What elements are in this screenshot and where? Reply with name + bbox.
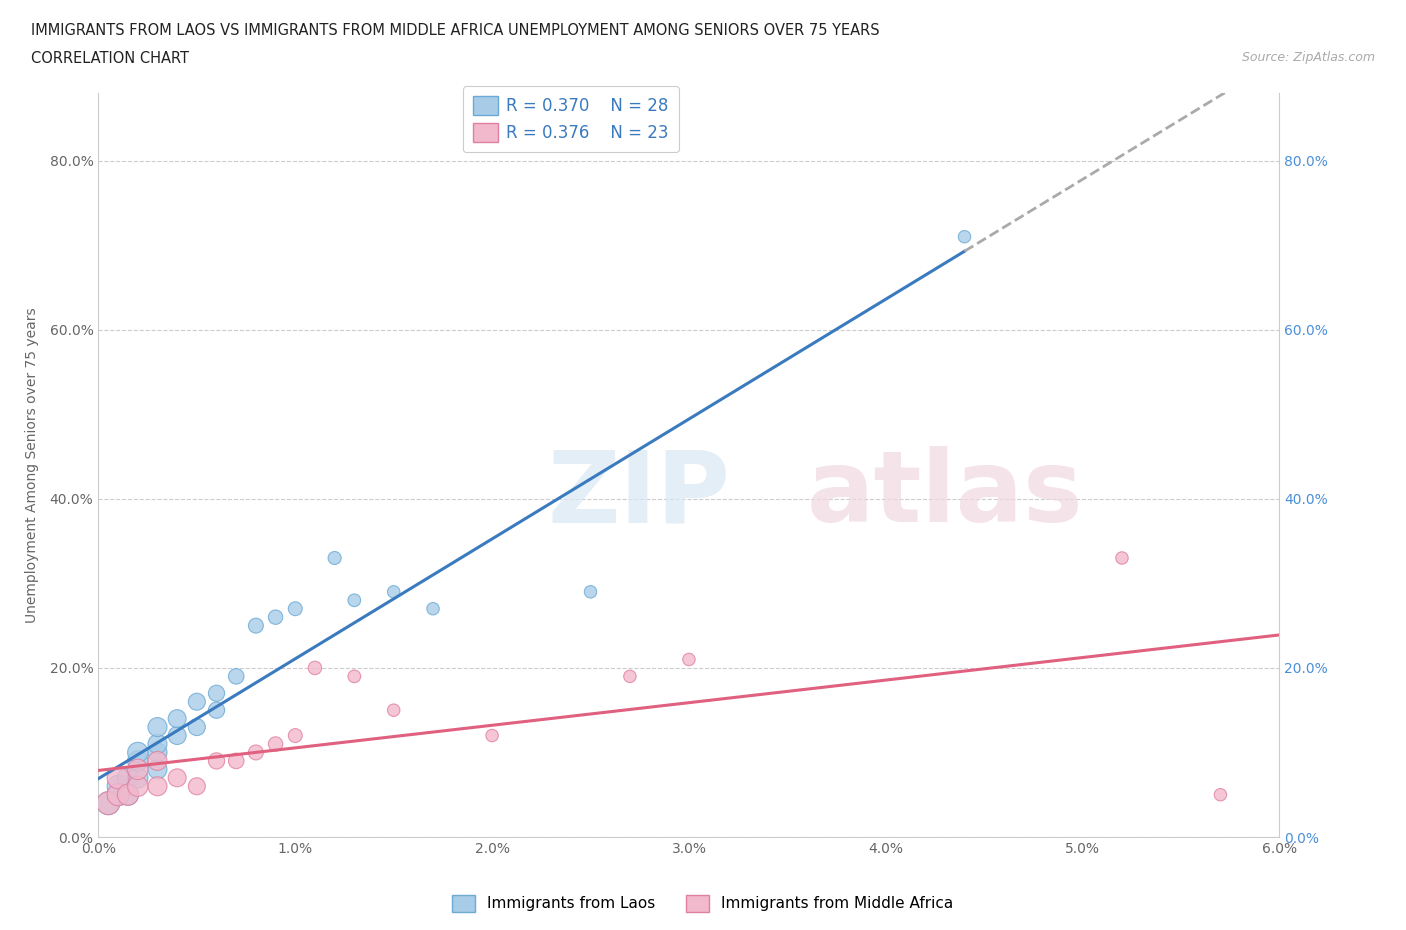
- Point: [146, 778, 169, 793]
- Point: [264, 737, 287, 751]
- Point: [205, 703, 228, 718]
- Point: [245, 745, 267, 760]
- Legend: Immigrants from Laos, Immigrants from Middle Africa: Immigrants from Laos, Immigrants from Mi…: [446, 889, 960, 918]
- Point: [127, 762, 149, 777]
- Point: [107, 770, 129, 785]
- Point: [225, 753, 247, 768]
- Point: [166, 770, 188, 785]
- Text: CORRELATION CHART: CORRELATION CHART: [31, 51, 188, 66]
- Point: [481, 728, 503, 743]
- Point: [117, 770, 139, 785]
- Point: [107, 788, 129, 803]
- Point: [97, 796, 120, 811]
- Point: [127, 745, 149, 760]
- Point: [117, 788, 139, 803]
- Point: [953, 230, 976, 245]
- Point: [146, 762, 169, 777]
- Point: [97, 796, 120, 811]
- Point: [284, 602, 307, 617]
- Point: [579, 584, 602, 599]
- Y-axis label: Unemployment Among Seniors over 75 years: Unemployment Among Seniors over 75 years: [24, 307, 38, 623]
- Text: IMMIGRANTS FROM LAOS VS IMMIGRANTS FROM MIDDLE AFRICA UNEMPLOYMENT AMONG SENIORS: IMMIGRANTS FROM LAOS VS IMMIGRANTS FROM …: [31, 23, 880, 38]
- Point: [146, 720, 169, 735]
- Point: [107, 788, 129, 803]
- Point: [127, 770, 149, 785]
- Point: [107, 778, 129, 793]
- Point: [205, 753, 228, 768]
- Point: [382, 703, 405, 718]
- Point: [1209, 788, 1232, 803]
- Point: [382, 584, 405, 599]
- Text: Source: ZipAtlas.com: Source: ZipAtlas.com: [1241, 51, 1375, 64]
- Point: [619, 669, 641, 684]
- Point: [186, 695, 208, 710]
- Legend: R = 0.370    N = 28, R = 0.376    N = 23: R = 0.370 N = 28, R = 0.376 N = 23: [463, 86, 679, 153]
- Point: [186, 720, 208, 735]
- Point: [117, 788, 139, 803]
- Point: [127, 778, 149, 793]
- Point: [284, 728, 307, 743]
- Point: [205, 685, 228, 700]
- Point: [323, 551, 346, 565]
- Point: [166, 711, 188, 726]
- Text: ZIP: ZIP: [547, 446, 730, 543]
- Point: [678, 652, 700, 667]
- Point: [166, 728, 188, 743]
- Point: [1111, 551, 1133, 565]
- Point: [127, 753, 149, 768]
- Point: [343, 669, 366, 684]
- Point: [343, 592, 366, 607]
- Text: atlas: atlas: [807, 446, 1084, 543]
- Point: [186, 778, 208, 793]
- Point: [264, 610, 287, 625]
- Point: [245, 618, 267, 633]
- Point: [146, 753, 169, 768]
- Point: [146, 745, 169, 760]
- Point: [225, 669, 247, 684]
- Point: [422, 602, 444, 617]
- Point: [304, 660, 326, 675]
- Point: [146, 737, 169, 751]
